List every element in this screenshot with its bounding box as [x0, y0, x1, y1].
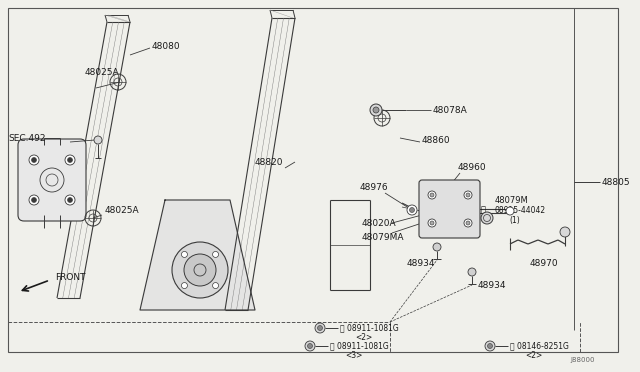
Text: Ⓝ 08911-1081G: Ⓝ 08911-1081G	[340, 324, 399, 333]
Circle shape	[29, 155, 39, 165]
Circle shape	[182, 283, 188, 289]
Circle shape	[410, 208, 415, 212]
Text: <2>: <2>	[355, 334, 372, 343]
Circle shape	[560, 227, 570, 237]
Text: J88000: J88000	[570, 357, 595, 363]
Circle shape	[370, 104, 382, 116]
Text: 48805: 48805	[602, 177, 630, 186]
Circle shape	[464, 191, 472, 199]
Circle shape	[65, 155, 75, 165]
Circle shape	[65, 195, 75, 205]
Text: 48934: 48934	[407, 259, 435, 267]
Circle shape	[466, 221, 470, 225]
Circle shape	[212, 251, 218, 257]
Text: <3>: <3>	[345, 352, 362, 360]
Circle shape	[182, 251, 188, 257]
Circle shape	[428, 219, 436, 227]
Text: 48025A: 48025A	[105, 205, 140, 215]
Text: (1): (1)	[509, 215, 520, 224]
Circle shape	[407, 205, 417, 215]
Circle shape	[67, 198, 72, 202]
Circle shape	[468, 268, 476, 276]
Circle shape	[430, 221, 434, 225]
Circle shape	[212, 283, 218, 289]
Circle shape	[67, 157, 72, 163]
Text: 48025A: 48025A	[85, 67, 120, 77]
Circle shape	[485, 341, 495, 351]
Circle shape	[31, 157, 36, 163]
Text: SEC.492: SEC.492	[8, 134, 45, 142]
Text: 48078A: 48078A	[433, 106, 468, 115]
Circle shape	[184, 254, 216, 286]
Text: 48820: 48820	[255, 157, 284, 167]
Circle shape	[466, 193, 470, 197]
Text: 48970: 48970	[530, 260, 559, 269]
Circle shape	[317, 326, 323, 330]
Circle shape	[428, 191, 436, 199]
Text: 48079MA: 48079MA	[362, 232, 404, 241]
Text: Ⓦ: Ⓦ	[481, 205, 486, 215]
Circle shape	[305, 341, 315, 351]
Text: 08915-44042: 08915-44042	[495, 205, 546, 215]
Circle shape	[373, 107, 379, 113]
Text: 48976: 48976	[360, 183, 388, 192]
Text: Ⓝ 08911-1081G: Ⓝ 08911-1081G	[330, 341, 388, 350]
Circle shape	[31, 198, 36, 202]
Circle shape	[172, 242, 228, 298]
Text: 48079M: 48079M	[495, 196, 529, 205]
Text: W: W	[484, 215, 490, 221]
Text: 48860: 48860	[422, 135, 451, 144]
Text: 48934: 48934	[478, 282, 506, 291]
Polygon shape	[140, 200, 255, 310]
Circle shape	[315, 323, 325, 333]
Text: FRONT: FRONT	[55, 273, 86, 282]
Circle shape	[29, 195, 39, 205]
Circle shape	[481, 212, 493, 224]
Circle shape	[307, 343, 312, 349]
Circle shape	[430, 193, 434, 197]
Circle shape	[94, 136, 102, 144]
Text: <2>: <2>	[525, 352, 542, 360]
Text: 48960: 48960	[458, 163, 486, 171]
Circle shape	[506, 207, 514, 215]
Circle shape	[488, 343, 493, 349]
Circle shape	[464, 219, 472, 227]
FancyBboxPatch shape	[18, 139, 86, 221]
Text: Ⓑ 08146-8251G: Ⓑ 08146-8251G	[510, 341, 569, 350]
Text: 48020A: 48020A	[362, 218, 397, 228]
Circle shape	[433, 243, 441, 251]
FancyBboxPatch shape	[419, 180, 480, 238]
Text: 48080: 48080	[152, 42, 180, 51]
